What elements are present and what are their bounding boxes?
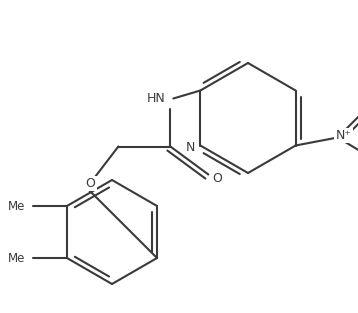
Text: Me: Me	[8, 252, 25, 264]
Text: Me: Me	[8, 199, 25, 213]
Text: O: O	[212, 172, 222, 185]
Text: N: N	[186, 141, 195, 154]
Text: HN: HN	[147, 92, 165, 105]
Text: O: O	[86, 177, 95, 190]
Text: N⁺: N⁺	[336, 129, 352, 142]
